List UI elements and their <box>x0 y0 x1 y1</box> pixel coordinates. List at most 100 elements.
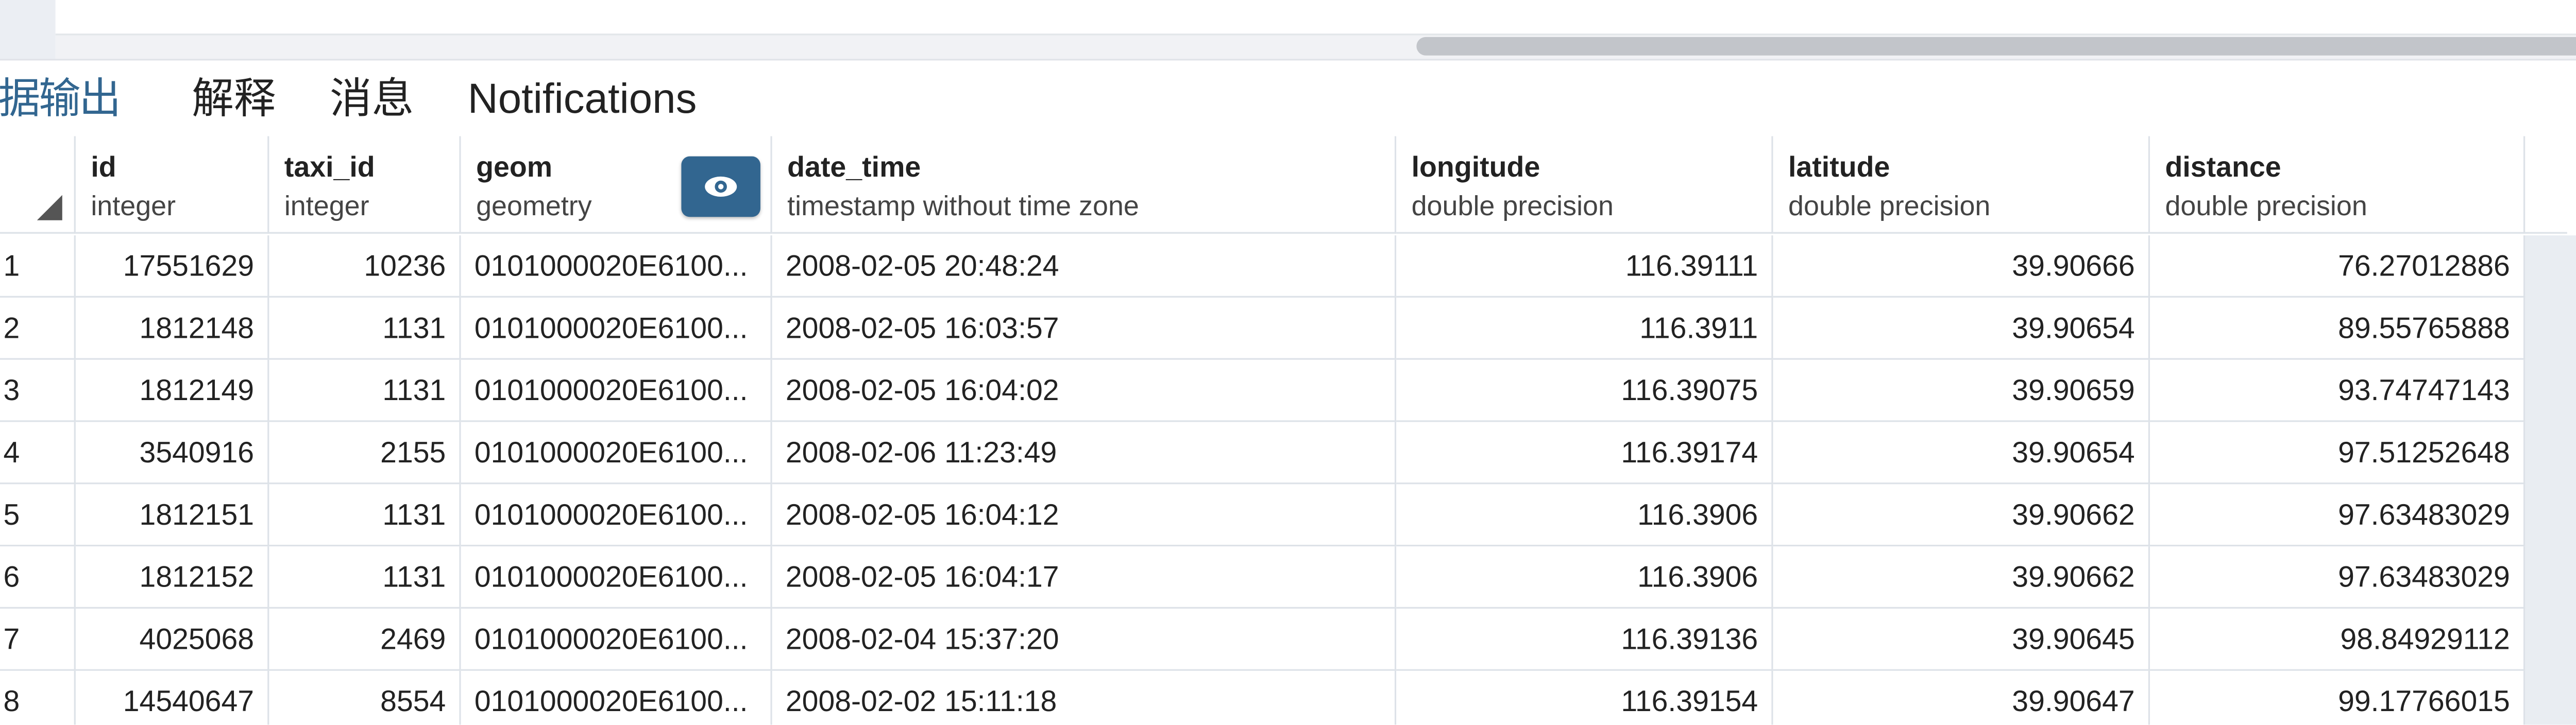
cell-date-time[interactable]: 2008-02-05 16:04:17 <box>772 546 1397 609</box>
cell-date-time[interactable]: 2008-02-04 15:37:20 <box>772 609 1397 671</box>
cell-date-time[interactable]: 2008-02-02 15:11:18 <box>772 670 1397 725</box>
column-header-taxi-id[interactable]: taxi_id integer <box>269 136 461 234</box>
cell-distance[interactable]: 76.27012886 <box>2150 235 2526 298</box>
row-number-cell[interactable]: 6 <box>0 546 76 609</box>
cell-geom[interactable]: 0101000020E6100... <box>461 235 772 298</box>
column-name: taxi_id <box>284 151 375 183</box>
cell-longitude[interactable]: 116.3906 <box>1396 546 1773 609</box>
column-type: geometry <box>476 192 592 222</box>
cell-id[interactable]: 17551629 <box>75 235 269 298</box>
column-type: double precision <box>2165 192 2367 222</box>
cell-taxi-id[interactable]: 1131 <box>269 546 461 609</box>
cell-latitude[interactable]: 39.90647 <box>1773 670 2150 725</box>
cell-taxi-id[interactable]: 1131 <box>269 484 461 547</box>
column-header-date-time[interactable]: date_time timestamp without time zone <box>772 136 1397 234</box>
result-tabs: 数据输出 解释 消息 Notifications <box>0 60 2576 135</box>
table-row[interactable]: 1 17551629 10236 0101000020E6100... 2008-02-… <box>0 235 2526 298</box>
tab-notifications[interactable]: Notifications <box>467 75 697 123</box>
cell-latitude[interactable]: 39.90666 <box>1773 235 2150 298</box>
row-number-cell[interactable]: 4 <box>0 422 76 485</box>
cell-taxi-id[interactable]: 2155 <box>269 422 461 485</box>
column-header-distance[interactable]: distance double precision <box>2150 136 2526 234</box>
tab-data-output[interactable]: 数据输出 <box>0 74 121 123</box>
cell-geom[interactable]: 0101000020E6100... <box>461 422 772 485</box>
cell-id[interactable]: 1812152 <box>75 546 269 609</box>
cell-id[interactable]: 14540647 <box>75 670 269 725</box>
data-output-grid: id integer taxi_id integer geom geometry… <box>0 136 2576 725</box>
cell-geom[interactable]: 0101000020E6100... <box>461 546 772 609</box>
cell-taxi-id[interactable]: 2469 <box>269 609 461 671</box>
row-number-cell[interactable]: 5 <box>0 484 76 547</box>
cell-longitude[interactable]: 116.39136 <box>1396 609 1773 671</box>
cell-id[interactable]: 1812149 <box>75 359 269 422</box>
view-geometry-button[interactable] <box>681 156 760 217</box>
cell-id[interactable]: 3540916 <box>75 422 269 485</box>
column-name: distance <box>2165 151 2281 183</box>
cell-date-time[interactable]: 2008-02-05 16:03:57 <box>772 297 1397 360</box>
cell-taxi-id[interactable]: 1131 <box>269 359 461 422</box>
cell-distance[interactable]: 97.63483029 <box>2150 484 2526 547</box>
sql-editor-area[interactable] <box>55 0 2576 34</box>
tab-messages[interactable]: 消息 <box>329 74 414 123</box>
column-header-longitude[interactable]: longitude double precision <box>1396 136 1773 234</box>
row-number-cell[interactable]: 1 <box>0 235 76 298</box>
table-row[interactable]: 7 4025068 2469 0101000020E6100... 2008-02-04… <box>0 609 2526 671</box>
table-row[interactable]: 3 1812149 1131 0101000020E6100... 2008-02-05… <box>0 359 2526 422</box>
cell-distance[interactable]: 93.74747143 <box>2150 359 2526 422</box>
header-divider <box>2523 232 2567 234</box>
cell-latitude[interactable]: 39.90659 <box>1773 359 2150 422</box>
cell-id[interactable]: 4025068 <box>75 609 269 671</box>
cell-date-time[interactable]: 2008-02-06 11:23:49 <box>772 422 1397 485</box>
cell-geom[interactable]: 0101000020E6100... <box>461 670 772 725</box>
cell-geom[interactable]: 0101000020E6100... <box>461 609 772 671</box>
table-row[interactable]: 6 1812152 1131 0101000020E6100... 2008-02-05… <box>0 546 2526 609</box>
row-number-cell[interactable]: 8 <box>0 670 76 725</box>
tab-explain[interactable]: 解释 <box>192 74 276 123</box>
cell-distance[interactable]: 98.84929112 <box>2150 609 2526 671</box>
cell-id[interactable]: 1812148 <box>75 297 269 360</box>
row-number-cell[interactable]: 3 <box>0 359 76 422</box>
cell-longitude[interactable]: 116.39174 <box>1396 422 1773 485</box>
cell-taxi-id[interactable]: 10236 <box>269 235 461 298</box>
select-all-triangle-icon <box>37 195 62 220</box>
table-row[interactable]: 4 3540916 2155 0101000020E6100... 2008-02-06… <box>0 422 2526 485</box>
cell-geom[interactable]: 0101000020E6100... <box>461 484 772 547</box>
column-type: double precision <box>1788 192 1991 222</box>
cell-distance[interactable]: 99.17766015 <box>2150 670 2526 725</box>
cell-longitude[interactable]: 116.39154 <box>1396 670 1773 725</box>
panel-divider <box>0 59 2576 61</box>
cell-latitude[interactable]: 39.90654 <box>1773 422 2150 485</box>
editor-gutter <box>0 0 56 61</box>
table-row[interactable]: 8 14540647 8554 0101000020E6100... 2008-02-0… <box>0 670 2526 725</box>
cell-distance[interactable]: 89.55765888 <box>2150 297 2526 360</box>
cell-longitude[interactable]: 116.39111 <box>1396 235 1773 298</box>
row-number-cell[interactable]: 7 <box>0 609 76 671</box>
cell-latitude[interactable]: 39.90662 <box>1773 484 2150 547</box>
column-header-id[interactable]: id integer <box>75 136 269 234</box>
cell-longitude[interactable]: 116.3911 <box>1396 297 1773 360</box>
cell-geom[interactable]: 0101000020E6100... <box>461 359 772 422</box>
grid-empty-area <box>2523 235 2576 725</box>
cell-id[interactable]: 1812151 <box>75 484 269 547</box>
cell-latitude[interactable]: 39.90654 <box>1773 297 2150 360</box>
cell-distance[interactable]: 97.51252648 <box>2150 422 2526 485</box>
cell-taxi-id[interactable]: 1131 <box>269 297 461 360</box>
table-row[interactable]: 2 1812148 1131 0101000020E6100... 2008-02-05… <box>0 297 2526 360</box>
cell-date-time[interactable]: 2008-02-05 20:48:24 <box>772 235 1397 298</box>
cell-taxi-id[interactable]: 8554 <box>269 670 461 725</box>
cell-date-time[interactable]: 2008-02-05 16:04:12 <box>772 484 1397 547</box>
cell-longitude[interactable]: 116.39075 <box>1396 359 1773 422</box>
cell-distance[interactable]: 97.63483029 <box>2150 546 2526 609</box>
table-row[interactable]: 5 1812151 1131 0101000020E6100... 2008-02-05… <box>0 484 2526 547</box>
cell-latitude[interactable]: 39.90645 <box>1773 609 2150 671</box>
select-all-corner[interactable] <box>0 136 76 234</box>
cell-longitude[interactable]: 116.3906 <box>1396 484 1773 547</box>
editor-scrollbar-thumb[interactable] <box>1416 37 2576 56</box>
cell-geom[interactable]: 0101000020E6100... <box>461 297 772 360</box>
column-name: latitude <box>1788 151 1890 183</box>
cell-date-time[interactable]: 2008-02-05 16:04:02 <box>772 359 1397 422</box>
column-header-latitude[interactable]: latitude double precision <box>1773 136 2150 234</box>
row-number-cell[interactable]: 2 <box>0 297 76 360</box>
cell-latitude[interactable]: 39.90662 <box>1773 546 2150 609</box>
